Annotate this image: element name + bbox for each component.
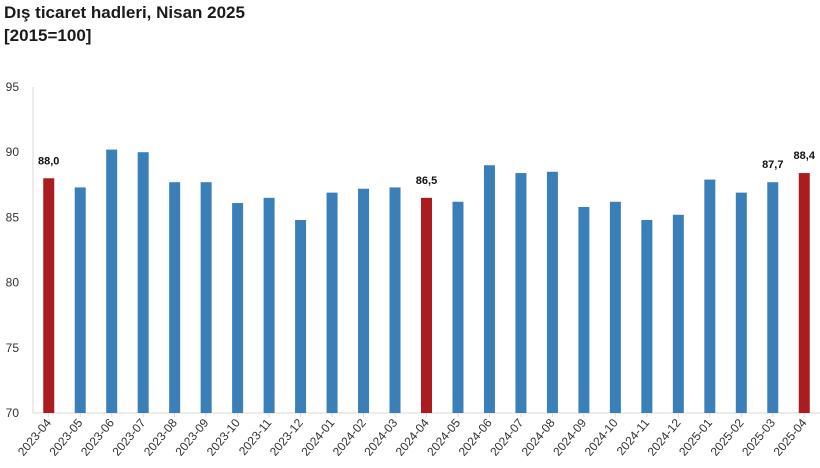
bar [232,203,244,413]
bar [483,165,495,413]
x-tick-label: 2024-10 [582,416,621,459]
data-label: 88,0 [38,155,59,167]
bar [389,187,401,413]
bar [672,214,684,413]
bar [704,179,716,413]
data-label: 86,5 [416,175,437,187]
data-label: 88,4 [794,150,816,162]
bar [169,182,181,413]
bar [295,220,307,413]
y-tick-label: 75 [6,341,20,355]
bar [798,173,810,413]
bar [263,197,275,413]
chart-subtitle: [2015=100] [4,26,92,45]
bar [578,206,590,413]
bar [641,220,653,413]
bar [200,182,212,413]
chart-title: Dış ticaret hadleri, Nisan 2025 [4,3,245,22]
y-tick-label: 70 [6,406,20,420]
y-tick-label: 90 [6,145,20,159]
y-tick-label: 80 [6,276,20,290]
x-tick-label: 2023-10 [204,416,243,459]
bar [735,192,747,413]
bar [326,192,338,413]
bar [421,197,432,413]
bar [452,201,464,413]
bar [137,152,149,413]
y-tick-label: 95 [6,80,20,94]
bar [43,178,55,413]
bar [74,187,86,413]
bar [609,201,621,413]
bar [546,171,558,413]
bar [767,182,779,413]
bar [358,188,370,413]
bar [515,173,527,413]
x-tick-label: 2025-04 [771,416,810,459]
y-tick-label: 85 [6,210,20,224]
data-label: 87,7 [762,159,783,171]
bar [106,149,118,413]
